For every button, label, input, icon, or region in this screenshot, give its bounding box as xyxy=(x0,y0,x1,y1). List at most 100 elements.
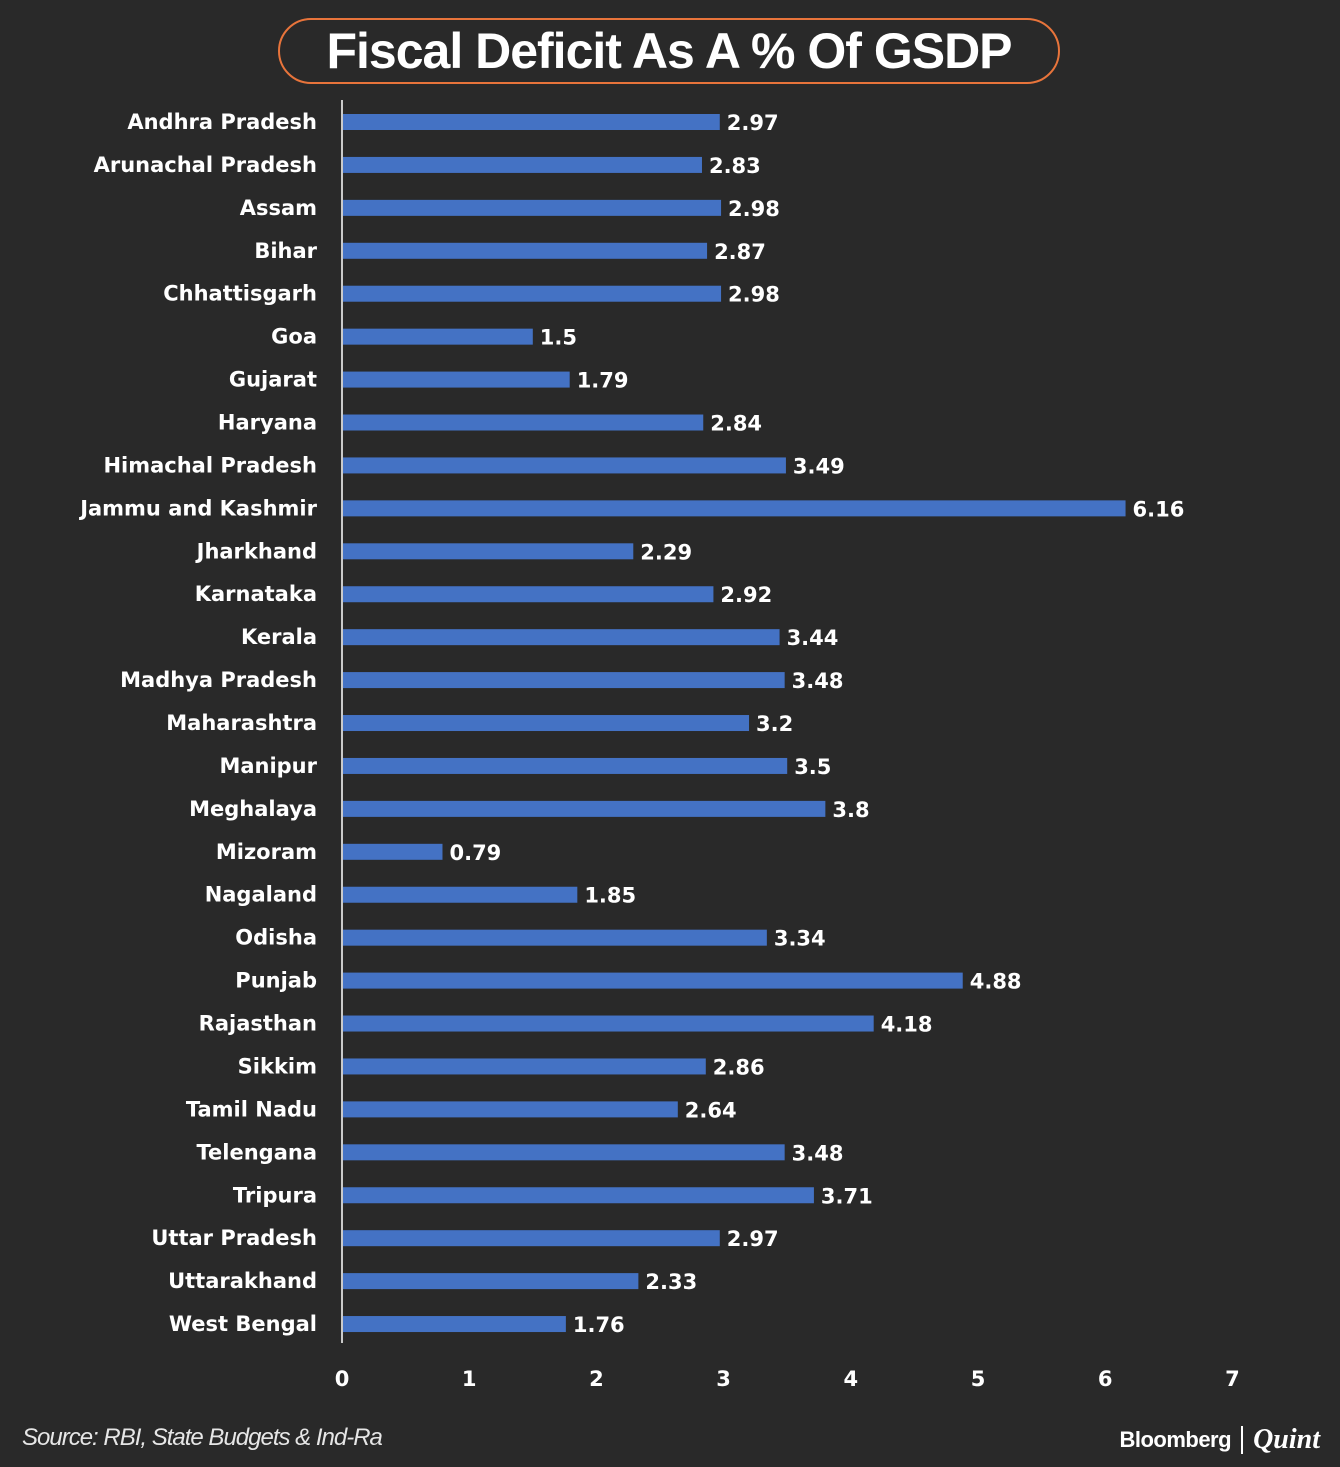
bar xyxy=(343,199,722,216)
bar xyxy=(343,1015,874,1032)
bar xyxy=(343,114,720,130)
brand-primary: Bloomberg xyxy=(1119,1427,1232,1452)
category-label: Tripura xyxy=(233,1183,317,1207)
data-label: 3.48 xyxy=(792,1141,844,1165)
bar xyxy=(343,285,722,302)
bar xyxy=(343,715,750,732)
x-tick-label: 7 xyxy=(1225,1367,1240,1391)
data-label: 3.8 xyxy=(832,798,869,822)
bar xyxy=(343,328,533,345)
category-label: Andhra Pradesh xyxy=(127,110,317,134)
data-label: 2.87 xyxy=(714,240,766,264)
bar xyxy=(343,972,963,989)
source-note: Source: RBI, State Budgets & Ind-Ra xyxy=(22,1424,383,1451)
category-label: Assam xyxy=(240,196,317,220)
bar xyxy=(343,800,826,817)
x-tick-label: 6 xyxy=(1098,1367,1113,1391)
bar xyxy=(343,500,1126,517)
data-label: 2.83 xyxy=(709,154,761,178)
bar xyxy=(343,886,578,903)
category-label: Rajasthan xyxy=(199,1012,317,1036)
category-label: Madhya Pradesh xyxy=(120,668,317,692)
category-label: Jammu and Kashmir xyxy=(78,496,317,520)
category-label: Manipur xyxy=(219,754,317,778)
data-label: 2.97 xyxy=(727,111,779,135)
bar xyxy=(343,1058,706,1075)
category-label: Arunachal Pradesh xyxy=(94,153,317,177)
data-label: 1.5 xyxy=(540,326,577,350)
data-label: 3.2 xyxy=(756,712,793,736)
data-label: 2.84 xyxy=(710,412,762,436)
data-label: 6.16 xyxy=(1133,497,1185,521)
x-tick-label: 0 xyxy=(335,1367,350,1391)
bar xyxy=(343,843,443,860)
data-label: 2.98 xyxy=(728,283,780,307)
data-label: 2.92 xyxy=(720,583,772,607)
bar xyxy=(343,672,785,689)
x-tick-label: 2 xyxy=(589,1367,604,1391)
bar xyxy=(343,457,786,474)
x-tick-label: 1 xyxy=(462,1367,477,1391)
x-tick-label: 3 xyxy=(716,1367,731,1391)
category-label: Meghalaya xyxy=(189,797,317,821)
category-label: Haryana xyxy=(218,411,317,435)
category-label: Punjab xyxy=(235,969,317,993)
bar xyxy=(343,1101,678,1118)
category-label: Karnataka xyxy=(195,582,317,606)
data-label: 1.79 xyxy=(577,369,629,393)
bar xyxy=(343,242,708,259)
data-label: 3.5 xyxy=(794,755,831,779)
bar xyxy=(343,629,780,646)
data-label: 2.29 xyxy=(640,540,692,564)
category-label: Jharkhand xyxy=(195,539,317,563)
chart-title: Fiscal Deficit As A % Of GSDP xyxy=(326,23,1012,79)
category-label: West Bengal xyxy=(169,1312,317,1336)
bar xyxy=(343,1316,566,1333)
category-label: Chhattisgarh xyxy=(163,282,317,306)
data-label: 2.97 xyxy=(727,1227,779,1251)
category-label: Goa xyxy=(271,325,317,349)
bar xyxy=(343,757,788,774)
bar xyxy=(343,1273,639,1290)
data-label: 4.88 xyxy=(970,970,1022,994)
bar xyxy=(343,156,702,173)
chart-title-pill: Fiscal Deficit As A % Of GSDP xyxy=(278,18,1060,84)
data-label: 2.33 xyxy=(645,1270,697,1294)
category-label: Tamil Nadu xyxy=(186,1097,317,1121)
data-label: 2.64 xyxy=(685,1098,737,1122)
category-label: Bihar xyxy=(254,239,317,263)
data-label: 4.18 xyxy=(881,1013,933,1037)
category-label: Telengana xyxy=(197,1140,318,1164)
data-label: 3.49 xyxy=(793,454,845,478)
bar xyxy=(343,1144,785,1161)
data-label: 3.48 xyxy=(792,669,844,693)
data-label: 0.79 xyxy=(449,841,501,865)
category-label: Gujarat xyxy=(229,368,317,392)
data-label: 3.71 xyxy=(821,1184,873,1208)
x-tick-label: 5 xyxy=(971,1367,986,1391)
bar xyxy=(343,586,714,603)
category-label: Sikkim xyxy=(238,1054,317,1078)
data-label: 3.34 xyxy=(774,927,826,951)
brand-secondary: Quint xyxy=(1253,1424,1320,1455)
category-label: Nagaland xyxy=(205,883,317,907)
category-label: Himachal Pradesh xyxy=(103,453,317,477)
category-label: Uttarakhand xyxy=(168,1269,317,1293)
bar xyxy=(343,929,767,946)
category-label: Maharashtra xyxy=(166,711,317,735)
bar xyxy=(343,1187,814,1204)
data-label: 1.76 xyxy=(573,1313,625,1337)
category-label: Odisha xyxy=(235,926,317,950)
bar xyxy=(343,371,570,388)
data-label: 2.86 xyxy=(713,1055,765,1079)
bar xyxy=(343,1230,720,1247)
brand-divider xyxy=(1241,1426,1244,1454)
bar xyxy=(343,414,704,431)
category-label: Uttar Pradesh xyxy=(151,1226,317,1250)
category-label: Kerala xyxy=(241,625,317,649)
bar xyxy=(343,543,634,560)
data-label: 1.85 xyxy=(584,884,636,908)
data-label: 3.44 xyxy=(787,626,839,650)
category-label: Mizoram xyxy=(216,840,317,864)
